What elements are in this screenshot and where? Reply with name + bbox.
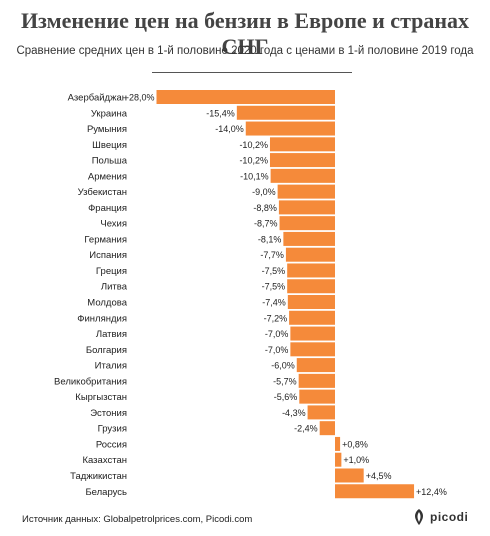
bar [335, 452, 342, 467]
bar [236, 105, 335, 120]
category-label: Таджикистан [70, 471, 127, 482]
category-label: Италия [95, 361, 127, 372]
category-label: Польша [92, 156, 128, 167]
value-label: -7,4% [262, 298, 286, 308]
category-label: Азербайджан [68, 93, 127, 104]
bar [287, 295, 335, 310]
category-label: Швеция [92, 140, 127, 151]
title-divider [152, 72, 352, 73]
category-label: Франция [88, 203, 127, 214]
category-label: Кыргызстан [75, 392, 127, 403]
bar [296, 358, 335, 373]
value-label: -7,0% [265, 345, 289, 355]
category-label: Чехия [100, 219, 127, 230]
source-note: Источник данных: Globalpetrolprices.com,… [22, 514, 253, 525]
bar [299, 389, 335, 404]
value-label: +4,5% [366, 471, 392, 481]
value-label: -8,1% [258, 234, 282, 244]
value-label: -10,2% [239, 140, 268, 150]
category-label: Греция [96, 266, 127, 277]
bar [287, 263, 335, 278]
bar [270, 168, 335, 183]
category-label: Армения [88, 171, 127, 182]
bar [283, 231, 335, 246]
value-label: -10,1% [240, 171, 269, 181]
category-label: Эстония [90, 408, 127, 419]
bar [269, 153, 335, 168]
category-label: Украина [91, 108, 128, 119]
bar [287, 279, 335, 294]
bar [335, 468, 364, 483]
bar [156, 90, 335, 104]
bar [307, 405, 335, 420]
category-label: Беларусь [85, 487, 127, 498]
value-label: -2,4% [294, 424, 318, 434]
chart-title: Изменение цен на бензин в Европе и стран… [20, 8, 470, 59]
category-label: Литва [101, 282, 128, 293]
value-label: -9,0% [252, 187, 276, 197]
bar [319, 421, 335, 436]
bar [279, 216, 335, 231]
value-label: -7,0% [265, 329, 289, 339]
category-label: Румыния [87, 124, 127, 135]
value-label: -7,7% [260, 250, 284, 260]
category-label: Испания [89, 250, 127, 261]
bar [285, 247, 335, 262]
bar [290, 326, 335, 341]
value-label: -14,0% [215, 124, 244, 134]
bar [335, 484, 415, 499]
value-label: -6,0% [271, 361, 295, 371]
value-label: -10,2% [239, 156, 268, 166]
value-label: -7,5% [262, 282, 286, 292]
value-label: -7,5% [262, 266, 286, 276]
picodi-logo-icon [412, 508, 426, 526]
category-label: Казахстан [82, 455, 127, 466]
bar [277, 184, 335, 199]
category-label: Финляндия [77, 313, 127, 324]
bar [278, 200, 335, 215]
category-label: Германия [84, 234, 127, 245]
value-label: -15,4% [206, 108, 235, 118]
category-label: Россия [96, 439, 127, 450]
value-label: +12,4% [416, 487, 447, 497]
bar [289, 310, 335, 325]
value-label: -5,7% [273, 376, 297, 386]
picodi-logo-text: picodi [430, 510, 469, 524]
category-label: Болгария [86, 345, 127, 356]
category-label: Узбекистан [78, 187, 127, 198]
value-label: -4,3% [282, 408, 306, 418]
category-label: Молдова [87, 298, 127, 309]
value-label: -5,6% [274, 392, 298, 402]
value-label: -8,7% [254, 219, 278, 229]
bar [335, 436, 341, 451]
bar [245, 121, 335, 136]
value-label: -7,2% [264, 313, 288, 323]
category-label: Латвия [96, 329, 127, 340]
bar [290, 342, 335, 357]
value-label: -28,0% [126, 93, 155, 103]
value-label: -8,8% [253, 203, 277, 213]
category-label: Грузия [98, 424, 127, 435]
value-label: +1,0% [343, 455, 369, 465]
bar [269, 137, 335, 152]
chart-subtitle: Сравнение средних цен в 1-й половине 202… [16, 45, 474, 57]
value-label: +0,8% [342, 439, 368, 449]
category-label: Великобритания [54, 376, 127, 387]
picodi-logo: picodi [412, 508, 468, 526]
bar [298, 373, 335, 388]
